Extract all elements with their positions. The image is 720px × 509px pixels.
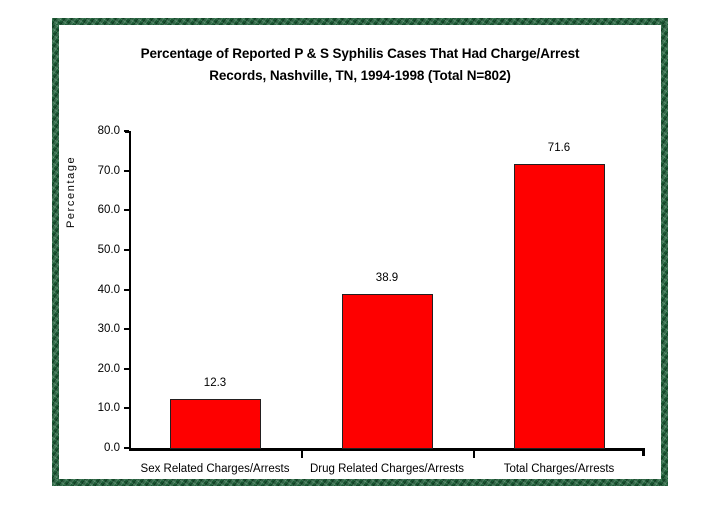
- y-axis-tick-label: 20.0: [97, 362, 120, 375]
- y-axis-top-cap: [125, 131, 131, 133]
- bar-value-label: 71.6: [547, 142, 571, 155]
- y-axis-title: Percentage: [65, 155, 77, 228]
- x-axis-category-label: Drug Related Charges/Arrests: [309, 463, 465, 475]
- y-axis-tick: [124, 248, 129, 251]
- y-axis-tick-label: 40.0: [97, 283, 120, 296]
- y-axis-tick: [124, 209, 129, 212]
- y-axis-line: [129, 131, 131, 449]
- bar-value-label: 12.3: [203, 377, 227, 390]
- bar[interactable]: [169, 399, 261, 449]
- y-axis-tick-label: 80.0: [97, 125, 120, 137]
- y-axis-tick: [124, 169, 129, 172]
- plot-area: 0.0 10.0 20.0 30.0 40.0 50.0 60.0 70.0 80.0 12.3…: [98, 125, 662, 475]
- x-axis-tick: [301, 451, 303, 458]
- y-axis-tick-label: 10.0: [97, 402, 120, 415]
- x-axis-tick: [473, 451, 475, 458]
- bar[interactable]: [341, 293, 433, 449]
- y-axis-tick: [124, 407, 129, 410]
- x-axis-category-label: Total Charges/Arrests: [503, 463, 615, 475]
- y-axis-tick: [124, 288, 129, 291]
- y-axis-tick: [124, 367, 129, 370]
- bar[interactable]: [513, 164, 605, 449]
- y-axis-tick-label: 0.0: [104, 442, 120, 454]
- y-axis-tick-label: 60.0: [97, 204, 120, 217]
- chart-title-line-1: Percentage of Reported P & S Syphilis Ca…: [140, 46, 580, 61]
- bar-value-label: 38.9: [375, 271, 399, 284]
- chart-title: Percentage of Reported P & S Syphilis Ca…: [79, 43, 641, 87]
- x-axis-category-label: Sex Related Charges/Arrests: [140, 463, 290, 475]
- x-axis-line: [129, 448, 645, 451]
- chart-title-line-2: Records, Nashville, TN, 1994-1998 (Total…: [209, 68, 511, 83]
- y-axis-tick-label: 50.0: [97, 243, 120, 256]
- x-axis-end-cap: [642, 448, 645, 456]
- y-axis-tick-label: 30.0: [97, 323, 120, 336]
- slide-frame: Percentage of Reported P & S Syphilis Ca…: [52, 18, 668, 486]
- y-axis-tick: [124, 130, 129, 132]
- y-axis-tick: [124, 447, 129, 449]
- y-axis-tick-label: 70.0: [97, 164, 120, 177]
- chart-surface: Percentage of Reported P & S Syphilis Ca…: [59, 25, 661, 479]
- y-axis-tick: [124, 328, 129, 331]
